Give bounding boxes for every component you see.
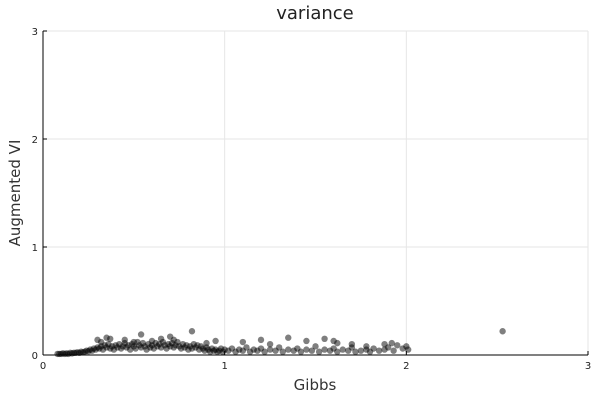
data-point xyxy=(97,338,105,346)
data-point xyxy=(315,348,323,355)
data-point xyxy=(243,344,250,351)
y-tick-label: 1 xyxy=(32,243,38,254)
data-point xyxy=(348,341,356,348)
data-point xyxy=(308,347,316,354)
data-point xyxy=(363,343,370,350)
data-point xyxy=(285,334,292,341)
data-point xyxy=(257,336,265,344)
data-point xyxy=(266,341,274,348)
data-point xyxy=(375,347,383,354)
data-point xyxy=(303,346,310,353)
data-point xyxy=(121,336,128,344)
data-point xyxy=(157,335,165,342)
data-point xyxy=(266,346,274,353)
data-point xyxy=(107,335,114,342)
data-point xyxy=(130,338,138,346)
data-point xyxy=(321,346,328,353)
data-points xyxy=(54,328,506,358)
data-point xyxy=(312,343,319,350)
data-point xyxy=(279,348,286,355)
grid xyxy=(43,30,589,355)
x-axis-label: Gibbs xyxy=(294,376,337,394)
data-point xyxy=(239,338,247,346)
data-point xyxy=(390,347,397,354)
y-tick-label: 2 xyxy=(32,135,38,146)
data-point xyxy=(334,348,341,355)
data-point xyxy=(339,346,346,353)
chart-title: variance xyxy=(276,3,354,24)
data-point xyxy=(303,337,310,345)
data-point xyxy=(357,347,365,354)
x-tick-label: 1 xyxy=(221,361,227,372)
data-point xyxy=(261,348,268,355)
data-point xyxy=(170,336,177,344)
data-point xyxy=(212,337,219,345)
data-point xyxy=(388,339,395,347)
data-point xyxy=(203,339,210,347)
x-tick-label: 0 xyxy=(40,361,46,372)
data-point xyxy=(381,341,388,348)
x-tick-label: 3 xyxy=(585,361,591,372)
data-point xyxy=(148,337,156,345)
x-tick-label: 2 xyxy=(403,361,409,372)
data-point xyxy=(137,331,145,338)
y-axis-label: Augmented VI xyxy=(6,140,24,247)
data-point xyxy=(499,328,506,335)
data-point xyxy=(321,335,328,342)
data-point xyxy=(334,339,341,347)
data-point xyxy=(297,348,305,355)
y-tick-label: 0 xyxy=(32,351,38,362)
data-point xyxy=(394,342,401,349)
y-tick-label: 3 xyxy=(32,27,38,38)
tick-labels: 0 1 2 3 0 1 2 3 xyxy=(32,27,592,372)
data-point xyxy=(285,346,292,353)
data-point xyxy=(370,345,377,352)
axes xyxy=(42,31,588,356)
data-point xyxy=(188,328,196,335)
data-point xyxy=(275,344,283,351)
data-point xyxy=(352,348,359,355)
